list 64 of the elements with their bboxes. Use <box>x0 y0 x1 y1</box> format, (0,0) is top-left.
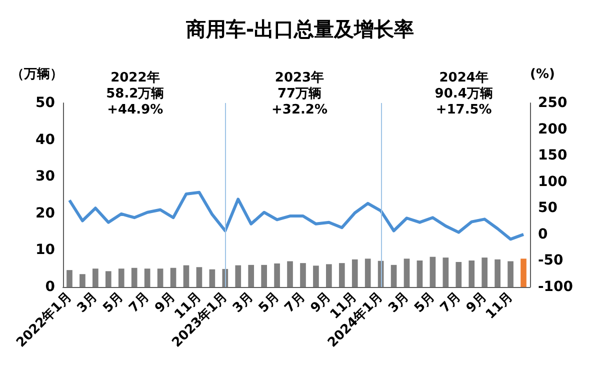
y2-tick-label: 200 <box>538 121 568 138</box>
bar <box>131 268 138 287</box>
x-tick-label: 7月 <box>438 290 464 316</box>
x-tick-label: 7月 <box>282 290 308 316</box>
x-tick-label: 5月 <box>412 290 438 316</box>
bar <box>404 258 410 287</box>
bar <box>261 264 267 287</box>
y2-tick-label: -100 <box>538 279 574 295</box>
bar <box>520 258 526 287</box>
y2-tick-label: 150 <box>538 148 568 164</box>
y2-tick-label: 100 <box>538 174 568 190</box>
annotation: 2023年 77万辆 +32.2% <box>272 70 328 118</box>
x-tick-label: 3月 <box>74 290 101 316</box>
y-tick-label: 0 <box>45 279 56 295</box>
bar <box>105 271 112 287</box>
bar <box>508 261 514 287</box>
bar <box>326 264 332 287</box>
x-tick-label: 5月 <box>100 290 127 316</box>
y2-tick-label: 0 <box>538 226 548 242</box>
y-axis-title: （万辆） <box>11 67 63 82</box>
bar <box>364 258 371 287</box>
x-tick-label: 3月 <box>230 290 256 316</box>
bar <box>235 265 242 287</box>
x-tick-label: 7月 <box>126 290 153 316</box>
bar <box>468 260 475 287</box>
bar <box>338 263 345 287</box>
bar <box>92 268 98 287</box>
y-tick-label: 50 <box>36 95 56 111</box>
annotation: 2024年 90.4万辆 +17.5% <box>434 70 493 118</box>
bar <box>209 269 216 287</box>
bar <box>183 265 190 287</box>
bar <box>430 256 436 287</box>
y2-tick-label: -50 <box>538 252 564 269</box>
y-tick-label: 20 <box>36 205 56 222</box>
chart-title: 商用车-出口总量及增长率 <box>184 17 414 41</box>
y-tick-label: 40 <box>36 132 56 148</box>
bar <box>287 261 293 287</box>
bar <box>80 274 86 287</box>
bar <box>442 258 449 287</box>
bar <box>456 262 462 287</box>
bar <box>66 270 72 287</box>
bar <box>118 268 124 287</box>
bar <box>416 260 423 287</box>
bar <box>313 266 319 287</box>
bar <box>157 268 164 287</box>
y-tick-label: 10 <box>36 242 56 258</box>
line-series <box>68 190 526 241</box>
y2-tick-label: 250 <box>538 95 568 111</box>
bar <box>494 259 500 287</box>
bar <box>170 268 176 287</box>
y2-axis-title: (%) <box>530 67 555 82</box>
x-tick-label: 3月 <box>386 290 412 316</box>
bar <box>352 259 358 287</box>
bar <box>274 263 280 287</box>
bar <box>144 268 150 287</box>
bar <box>482 258 488 287</box>
annotation: 2022年 58.2万辆 +44.9% <box>106 70 164 118</box>
x-tick-label: 5月 <box>256 290 282 316</box>
y2-tick-label: 50 <box>538 200 558 216</box>
bar <box>300 263 306 287</box>
bar <box>390 264 397 287</box>
bar <box>248 264 254 287</box>
bar <box>196 267 202 287</box>
y-tick-label: 30 <box>36 168 56 185</box>
